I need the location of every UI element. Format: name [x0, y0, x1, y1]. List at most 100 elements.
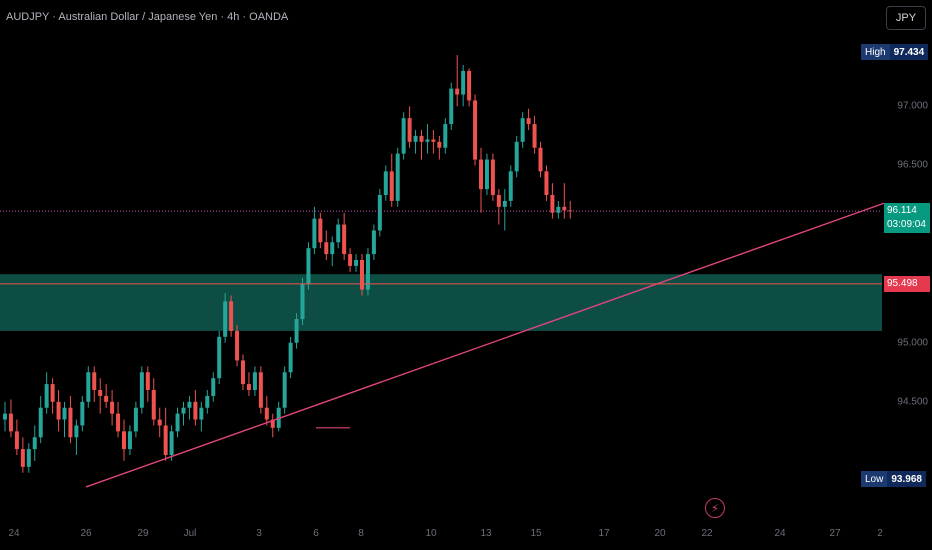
candle — [300, 277, 305, 325]
low-badge: Low 93.968 — [861, 471, 926, 487]
candle — [98, 378, 103, 414]
candle — [342, 212, 347, 260]
candle — [324, 230, 329, 260]
candle — [413, 130, 418, 154]
candle — [479, 147, 483, 213]
candle — [68, 395, 73, 444]
candle — [56, 390, 61, 432]
price-axis[interactable]: 97.000 96.500 95.000 94.500 — [882, 0, 932, 550]
candle — [14, 419, 19, 455]
x-tick-label: 3 — [256, 528, 262, 539]
candle — [383, 165, 388, 201]
candle — [288, 336, 293, 379]
x-tick-label: 17 — [598, 528, 610, 539]
high-value: 97.434 — [889, 44, 929, 60]
candle — [133, 401, 138, 438]
candle — [484, 153, 489, 195]
candle — [38, 395, 43, 444]
y-tick-label: 97.000 — [897, 100, 928, 112]
candle — [467, 68, 472, 107]
candle — [389, 153, 394, 207]
trendline[interactable] — [85, 202, 885, 488]
candle — [449, 82, 454, 130]
candle — [258, 366, 263, 414]
candle — [26, 443, 31, 473]
lightning-icon[interactable]: ⚡ — [705, 498, 725, 518]
candle — [62, 401, 67, 438]
y-tick-label: 95.000 — [897, 337, 928, 349]
candle — [443, 118, 448, 154]
candle — [235, 325, 240, 367]
symbol-legend: AUDJPY · Australian Dollar / Japanese Ye… — [6, 11, 289, 23]
x-tick-label: 24 — [774, 528, 786, 539]
candle — [544, 165, 549, 201]
x-tick-label: 13 — [480, 528, 492, 539]
candle — [127, 425, 132, 455]
candle — [8, 399, 13, 438]
candle — [395, 147, 400, 207]
high-key: High — [861, 44, 890, 60]
x-tick-label: 6 — [313, 528, 319, 539]
candle — [455, 55, 460, 107]
candle — [502, 189, 507, 231]
candle — [205, 390, 210, 414]
candle — [377, 189, 382, 237]
candle — [336, 218, 341, 249]
candle — [556, 200, 561, 219]
candle — [50, 378, 55, 414]
candle — [199, 401, 204, 432]
candle — [229, 295, 234, 337]
x-tick-label: 10 — [425, 528, 437, 539]
y-tick-label: 96.500 — [897, 159, 928, 171]
candle — [110, 390, 115, 426]
support-zone[interactable] — [0, 274, 882, 331]
candle — [270, 413, 275, 438]
candle — [187, 395, 192, 420]
candle — [532, 115, 537, 154]
candle — [44, 372, 49, 414]
candle — [562, 183, 567, 219]
candle — [520, 112, 525, 148]
candle — [550, 183, 555, 219]
candle — [116, 401, 121, 438]
candle — [3, 401, 7, 432]
x-tick-label: 20 — [654, 528, 666, 539]
candle — [193, 390, 198, 426]
candle — [538, 141, 543, 178]
candle — [217, 330, 222, 385]
candle — [419, 130, 424, 160]
candle — [312, 206, 317, 255]
candle — [86, 366, 91, 408]
x-tick-label: 27 — [829, 528, 841, 539]
x-tick-label: 8 — [358, 528, 364, 539]
candle — [401, 112, 406, 160]
candle — [157, 407, 162, 438]
candle — [437, 135, 442, 160]
candle — [526, 108, 531, 130]
candle — [306, 242, 311, 290]
candle — [181, 401, 186, 426]
x-tick-label: Jul — [183, 528, 197, 539]
candle — [294, 313, 299, 349]
high-badge: High 97.434 — [861, 44, 929, 60]
candle — [169, 425, 174, 461]
candle — [431, 130, 436, 154]
candle — [514, 135, 519, 178]
last-price-value: 96.114 — [887, 205, 917, 217]
candle — [92, 366, 97, 402]
y-tick-label: 94.500 — [897, 396, 928, 408]
candle — [371, 224, 376, 260]
candle — [282, 366, 287, 414]
candle — [74, 419, 79, 455]
candle — [461, 65, 466, 107]
x-tick-label: 15 — [530, 528, 542, 539]
candle — [163, 407, 168, 461]
candle — [211, 372, 216, 402]
candle — [360, 254, 364, 296]
level-price-tag: 95.498 — [884, 275, 930, 292]
candle — [80, 395, 85, 432]
x-tick-label: 22 — [701, 528, 713, 539]
currency-selector[interactable]: JPY — [886, 6, 926, 30]
